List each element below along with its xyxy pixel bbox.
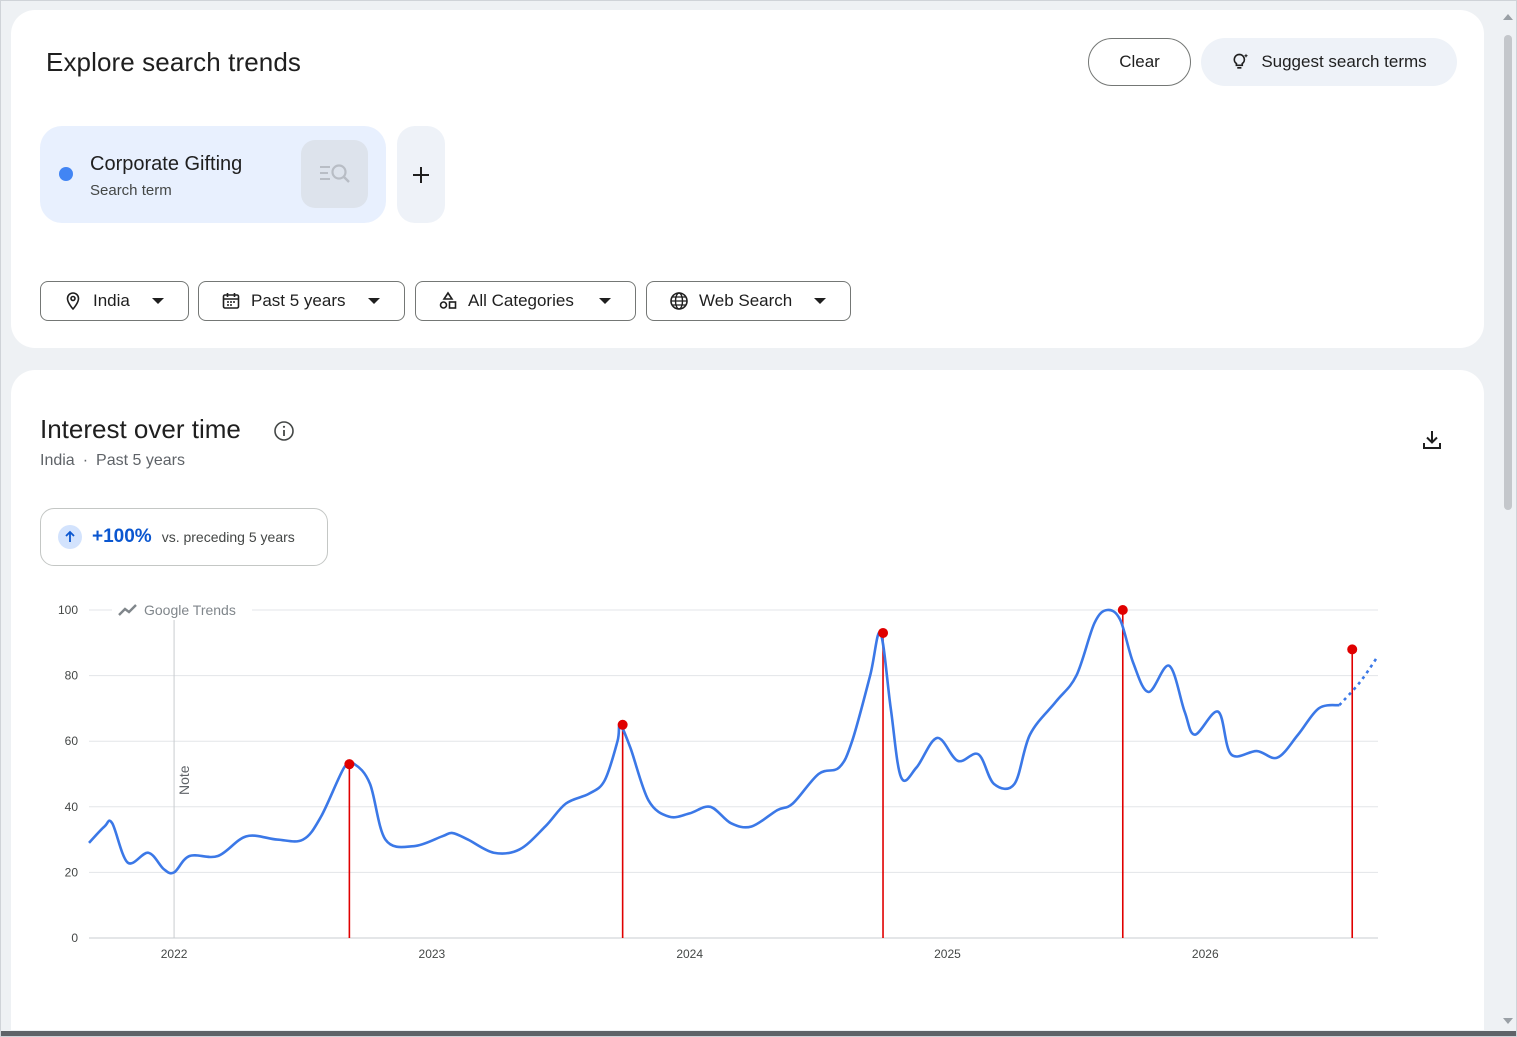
page-scrollbar[interactable]	[1501, 10, 1515, 1030]
scroll-down-arrow-icon[interactable]	[1503, 1018, 1513, 1024]
chart-subtitle: India · Past 5 years	[40, 452, 185, 470]
time-range-filter[interactable]: Past 5 years	[198, 281, 405, 321]
annotation-marker	[878, 627, 889, 638]
window-bottom-edge	[0, 1031, 1517, 1037]
arrow-up-icon	[58, 525, 82, 549]
change-summary-chip: +100% vs. preceding 5 years	[40, 508, 328, 566]
time-range-filter-label: Past 5 years	[251, 291, 346, 310]
interest-over-time-card: Interest over time India · Past 5 years +1…	[11, 370, 1484, 1030]
suggest-search-terms-button[interactable]: Suggest search terms	[1201, 38, 1457, 86]
term-name: Corporate Gifting	[90, 153, 243, 175]
globe-icon	[670, 292, 688, 310]
add-term-button[interactable]	[397, 126, 445, 223]
info-icon[interactable]	[273, 420, 295, 442]
x-tick-label: 2023	[419, 947, 446, 961]
scroll-up-arrow-icon[interactable]	[1503, 14, 1513, 20]
search-term-chip[interactable]: Corporate Gifting Search term	[40, 126, 386, 223]
chart-subtitle-time: Past 5 years	[96, 452, 185, 469]
y-tick-label: 0	[71, 931, 78, 945]
change-value: +100%	[92, 526, 152, 547]
explore-card: Explore search trends Clear Suggest sear…	[11, 10, 1484, 348]
watermark-text: Google Trends	[144, 602, 236, 618]
category-shapes-icon	[439, 291, 457, 309]
x-tick-label: 2022	[161, 947, 188, 961]
chevron-down-icon	[814, 298, 826, 304]
x-tick-label: 2026	[1192, 947, 1219, 961]
term-search-options-button[interactable]	[301, 140, 368, 208]
y-tick-label: 80	[65, 669, 79, 683]
watermark-background	[112, 600, 252, 620]
term-color-dot	[59, 167, 73, 181]
y-tick-label: 40	[65, 800, 79, 814]
y-tick-label: 20	[65, 865, 79, 879]
annotation-marker	[1347, 644, 1358, 655]
annotation-marker	[1117, 605, 1128, 615]
clear-button[interactable]: Clear	[1088, 38, 1191, 86]
chevron-down-icon	[152, 298, 164, 304]
chart-subtitle-separator: ·	[82, 452, 89, 469]
chart-section-title: Interest over time	[40, 414, 241, 444]
plus-icon	[413, 166, 429, 183]
chevron-down-icon	[368, 298, 380, 304]
region-filter[interactable]: India	[40, 281, 189, 321]
term-type: Search term	[90, 182, 172, 199]
x-tick-label: 2025	[934, 947, 961, 961]
y-tick-label: 60	[65, 734, 79, 748]
download-icon[interactable]	[1420, 428, 1444, 452]
search-property-filter[interactable]: Web Search	[646, 281, 851, 321]
scroll-thumb[interactable]	[1504, 35, 1512, 510]
note-label: Note	[176, 765, 192, 795]
x-tick-label: 2024	[676, 947, 703, 961]
location-pin-icon	[66, 292, 80, 311]
y-tick-label: 100	[58, 603, 78, 617]
trends-logo-icon	[118, 604, 137, 616]
suggest-search-terms-label: Suggest search terms	[1261, 52, 1427, 71]
region-filter-label: India	[93, 291, 130, 310]
annotation-marker	[617, 719, 628, 730]
search-property-filter-label: Web Search	[699, 291, 793, 310]
change-label: vs. preceding 5 years	[161, 529, 295, 545]
page-title: Explore search trends	[46, 47, 302, 77]
chevron-down-icon	[599, 298, 611, 304]
series-line	[88, 608, 1340, 875]
annotation-marker	[344, 759, 355, 770]
calendar-icon	[222, 293, 240, 309]
list-search-icon	[319, 164, 350, 183]
chart-subtitle-region: India	[40, 452, 75, 469]
forecast-line	[1338, 655, 1380, 706]
category-filter-label: All Categories	[468, 291, 574, 310]
sparkle-bulb-icon	[1233, 53, 1249, 69]
category-filter[interactable]: All Categories	[415, 281, 636, 321]
